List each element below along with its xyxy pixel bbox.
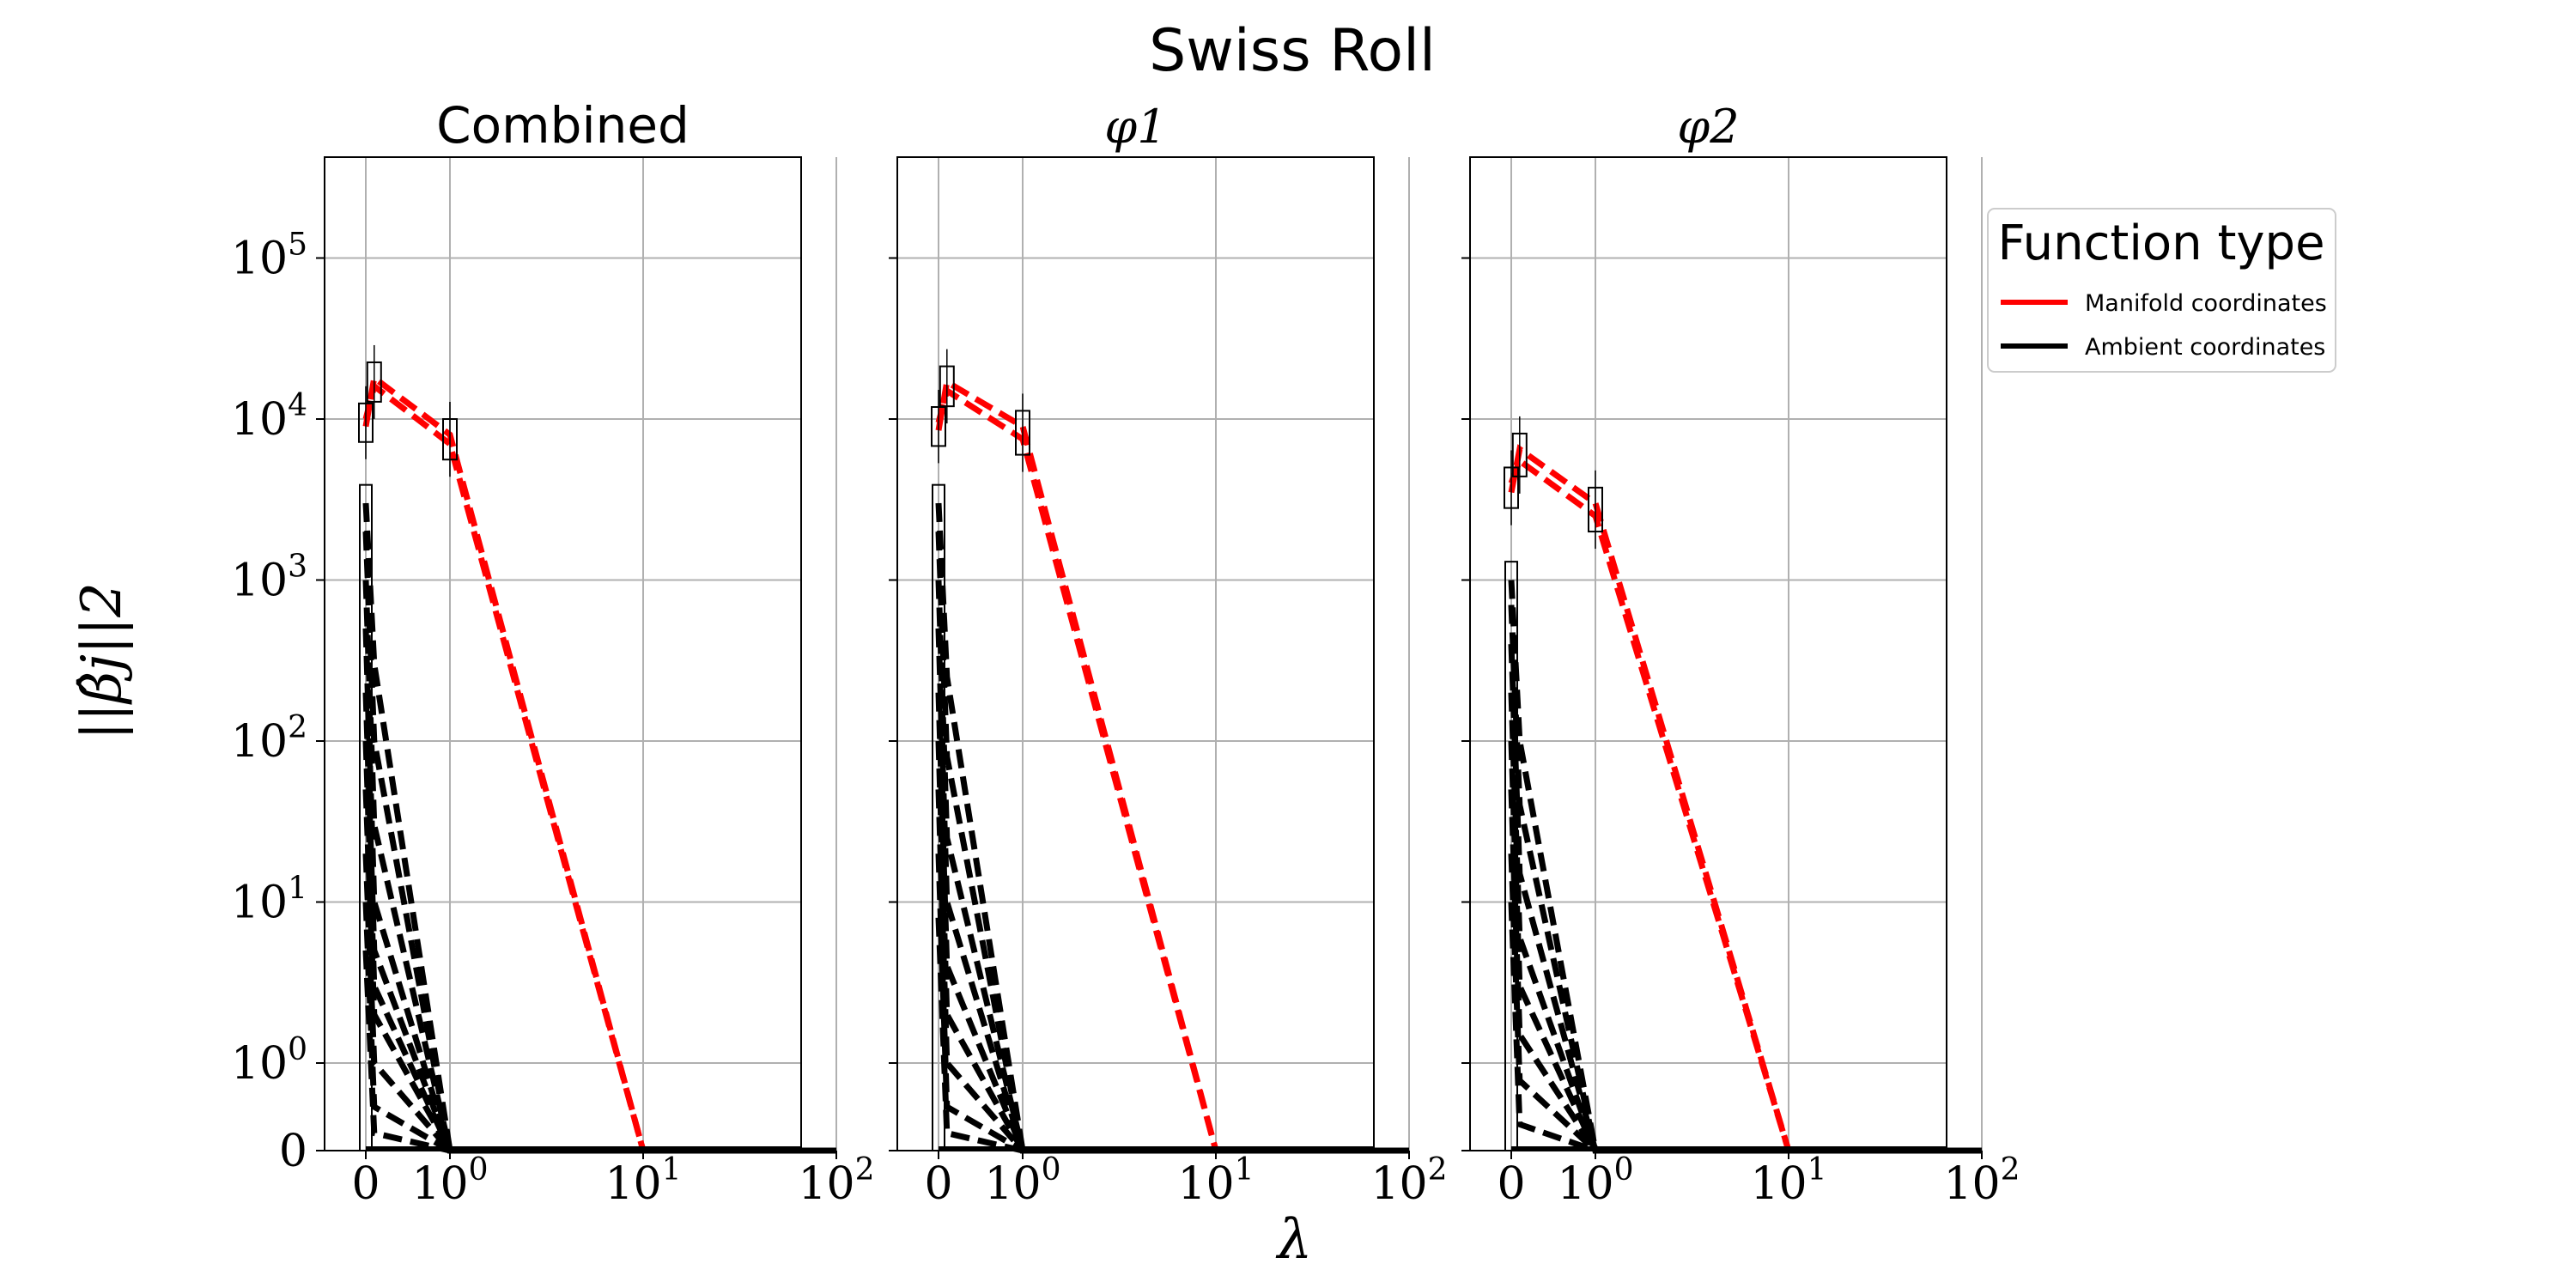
x-tick-label: 102 (1943, 1152, 2020, 1210)
y-tick-label: 100 (231, 1032, 307, 1090)
y-tick-label: 105 (231, 228, 307, 285)
x-tick-label: 0 (924, 1158, 952, 1210)
manifold-series-line (1508, 456, 1982, 1154)
panel-title: φ1 (1104, 100, 1166, 154)
panel-title: φ2 (1677, 100, 1739, 154)
axes-frame (324, 156, 802, 1151)
y-tick-label: 102 (231, 710, 307, 768)
ambient-series-line (1508, 740, 1982, 1154)
x-tick-label: 0 (1497, 1158, 1525, 1210)
x-tick-label: 101 (1750, 1152, 1826, 1210)
manifold-series-line (362, 372, 836, 1154)
manifold-series-line (935, 386, 1409, 1154)
legend-frame (1987, 208, 2336, 373)
ambient-series-line (935, 502, 1409, 1154)
legend-label-ambient: Ambient coordinates (2085, 334, 2325, 361)
figure-title: Swiss Roll (1149, 17, 1436, 85)
legend-title: Function type (1997, 216, 2324, 271)
x-tick-label: 101 (605, 1152, 681, 1210)
panel-title: Combined (436, 96, 690, 155)
x-tick-label: 100 (984, 1152, 1060, 1210)
panel-3: φ2 0 100 101 102 (1461, 100, 2020, 1210)
y-tick-label: 104 (231, 388, 307, 446)
legend: Function type Manifold coordinates Ambie… (1987, 208, 2336, 373)
ambient-series-line (1508, 580, 1982, 1154)
panels: Combined 0 100 101 102 0 100 101 102 103 104 105 φ1 0… (231, 96, 2020, 1210)
panel-2: φ1 0 100 101 102 (889, 100, 1448, 1210)
y-tick-label: 101 (231, 872, 307, 929)
manifold-series-line (935, 377, 1409, 1154)
manifold-series-line (1508, 444, 1982, 1154)
manifold-series-line (362, 380, 836, 1154)
ambient-series-line (362, 628, 836, 1154)
axes-frame (1469, 156, 1947, 1151)
x-tick-label: 102 (798, 1152, 874, 1210)
y-tick-label: 0 (279, 1126, 307, 1177)
x-axis-label: λ (1275, 1208, 1313, 1272)
x-tick-label: 101 (1177, 1152, 1254, 1210)
y-tick-label: 103 (231, 550, 307, 607)
ambient-series-line (362, 902, 836, 1154)
y-axis-label: ||β̂j||2 (70, 582, 134, 740)
x-tick-label: 0 (351, 1158, 380, 1210)
ambient-series-line (362, 502, 836, 1154)
x-tick-label: 102 (1370, 1152, 1447, 1210)
ambient-series-line (1508, 902, 1982, 1154)
ambient-series-line (935, 628, 1409, 1154)
x-tick-label: 100 (411, 1152, 488, 1210)
legend-label-manifold: Manifold coordinates (2085, 290, 2327, 317)
x-tick-label: 100 (1557, 1152, 1633, 1210)
panel-1: Combined 0 100 101 102 0 100 101 102 103 104 105 (231, 96, 875, 1210)
axes-frame (896, 156, 1375, 1151)
